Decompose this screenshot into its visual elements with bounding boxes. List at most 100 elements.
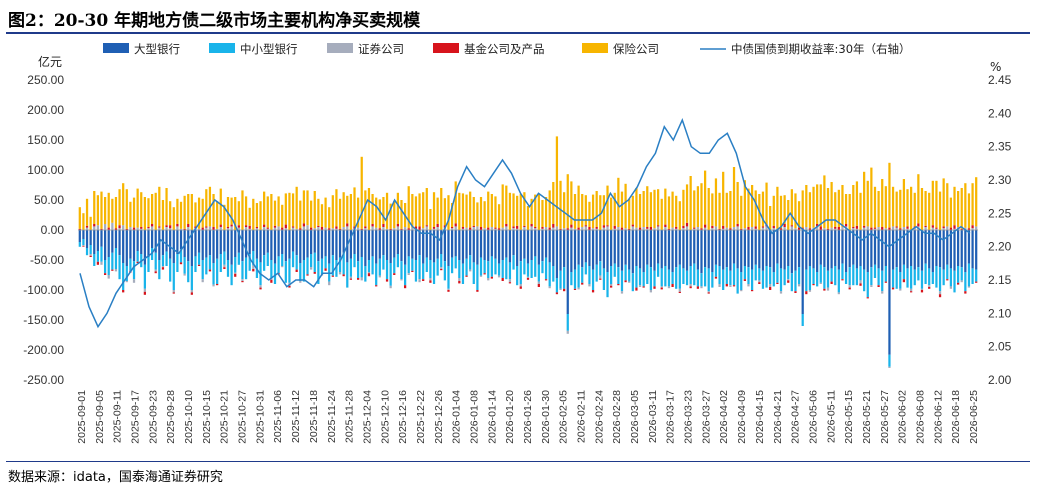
x-tick-label: 2025-11-24 — [326, 390, 338, 443]
bar-segment-small-bank — [754, 264, 757, 281]
bar-segment-insurance — [183, 195, 186, 229]
x-tick-label: 2026-05-21 — [861, 390, 873, 444]
bar-segment-small-bank — [671, 272, 674, 284]
bar-segment-securities — [599, 275, 602, 279]
bar-segment-securities — [588, 284, 591, 287]
bar-segment-small-bank — [331, 255, 334, 276]
bar-segment-insurance — [884, 186, 887, 229]
bar-segment-fund — [613, 225, 616, 229]
bar-segment-small-bank — [432, 262, 436, 284]
left-tick-label: 100.00 — [27, 163, 64, 177]
bar-segment-insurance — [487, 191, 490, 228]
bar-segment-securities — [808, 290, 812, 292]
source-note: 数据来源：idata，国泰海通证券研究 — [8, 470, 223, 485]
bar-segment-large-bank — [461, 230, 465, 264]
bar-segment-fund — [349, 278, 353, 280]
bar-segment-securities — [787, 279, 790, 281]
bar-segment-insurance — [552, 182, 555, 224]
bar-segment-securities — [516, 228, 519, 230]
bar-segment-securities — [660, 286, 663, 288]
bar-segment-fund — [418, 226, 421, 230]
bar-segment-securities — [953, 228, 956, 230]
bar-segment-large-bank — [700, 230, 703, 274]
bar-segment-insurance — [396, 192, 399, 224]
bar-segment-fund — [664, 224, 667, 227]
bar-segment-fund — [172, 292, 175, 294]
bar-segment-fund — [957, 282, 960, 285]
bar-segment-fund — [732, 285, 736, 287]
bar-segment-fund — [114, 228, 118, 230]
bar-segment-insurance — [722, 171, 725, 226]
bar-segment-securities — [837, 292, 840, 295]
bar-segment-small-bank — [234, 257, 237, 273]
bar-segment-insurance — [548, 190, 551, 228]
bar-segment-fund — [443, 225, 446, 228]
bar-segment-small-bank — [591, 269, 595, 290]
bar-segment-small-bank — [226, 260, 230, 277]
bar-segment-securities — [179, 228, 183, 230]
bar-segment-insurance — [436, 197, 439, 224]
bar-segment-insurance — [190, 194, 193, 230]
bar-segment-small-bank — [649, 267, 653, 290]
bar-segment-insurance — [100, 191, 103, 229]
bar-segment-small-bank — [938, 267, 942, 292]
bar-segment-securities — [595, 228, 598, 230]
bar-segment-insurance — [555, 136, 559, 227]
bar-segment-small-bank — [946, 264, 949, 280]
bar-segment-securities — [740, 290, 743, 292]
bar-segment-fund — [606, 225, 609, 227]
bar-segment-large-bank — [436, 230, 439, 259]
x-tick-label: 2026-06-08 — [915, 390, 927, 444]
bar-segment-small-bank — [642, 272, 645, 287]
bar-segment-fund — [472, 225, 475, 227]
bar-segment-insurance — [111, 198, 114, 223]
bar-segment-securities — [805, 227, 808, 230]
bar-segment-small-bank — [693, 263, 696, 286]
bar-segment-large-bank — [870, 230, 873, 268]
bar-segment-securities — [671, 227, 674, 230]
bar-segment-large-bank — [906, 230, 909, 269]
bar-segment-securities — [158, 227, 161, 230]
bar-segment-insurance — [584, 195, 587, 226]
bar-segment-small-bank — [805, 269, 808, 292]
bar-segment-large-bank — [602, 230, 606, 269]
bar-segment-securities — [685, 226, 689, 230]
bar-segment-insurance — [385, 192, 389, 229]
bar-segment-fund — [411, 270, 414, 272]
bar-segment-small-bank — [494, 258, 497, 275]
bar-segment-fund — [595, 227, 598, 229]
bar-segment-insurance — [975, 177, 978, 227]
bar-segment-securities — [682, 228, 685, 230]
bar-segment-insurance — [816, 184, 819, 224]
bar-segment-fund — [910, 291, 913, 293]
footer-divider — [6, 461, 1030, 462]
bar-segment-fund — [328, 228, 331, 230]
bar-segment-insurance — [440, 188, 443, 230]
bar-segment-insurance — [935, 180, 938, 228]
bar-segment-small-bank — [624, 264, 627, 281]
bar-segment-small-bank — [638, 268, 642, 286]
bar-segment-insurance — [863, 171, 866, 226]
bar-segment-insurance — [118, 189, 121, 226]
bar-segment-fund — [201, 227, 204, 230]
bar-segment-insurance — [563, 192, 566, 229]
bar-segment-fund — [508, 282, 512, 284]
bar-segment-large-bank — [935, 230, 938, 266]
bar-segment-fund — [924, 225, 927, 227]
bar-segment-small-bank — [819, 264, 822, 283]
bar-segment-securities — [635, 227, 638, 230]
x-tick-label: 2025-11-18 — [308, 390, 320, 443]
bar-segment-insurance — [360, 156, 363, 229]
bar-segment-fund — [863, 225, 866, 228]
bar-segment-securities — [855, 228, 859, 230]
bar-segment-large-bank — [396, 230, 399, 254]
bar-segment-small-bank — [244, 257, 248, 280]
bar-segment-small-bank — [107, 257, 110, 275]
bar-segment-fund — [147, 227, 150, 229]
bar-segment-insurance — [910, 186, 913, 230]
bar-segment-fund — [93, 224, 96, 227]
bar-segment-insurance — [476, 202, 479, 227]
bar-segment-large-bank — [306, 230, 309, 258]
bar-segment-small-bank — [100, 246, 103, 262]
bar-segment-large-bank — [526, 230, 530, 264]
